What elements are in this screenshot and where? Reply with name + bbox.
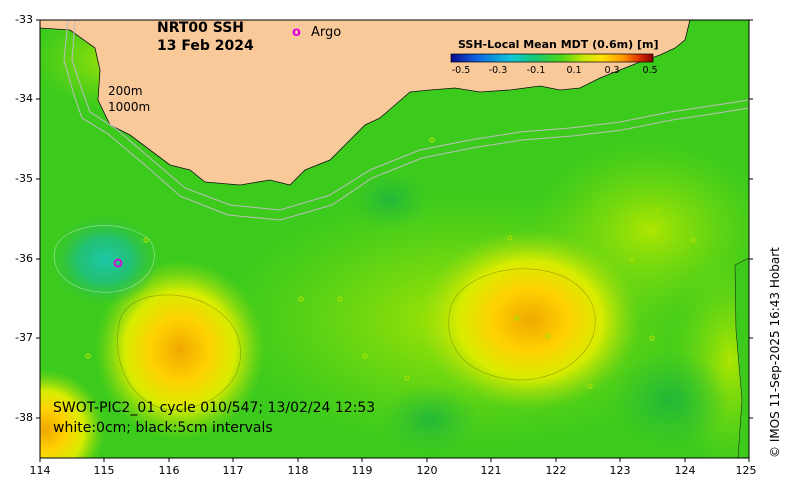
coastline xyxy=(40,20,691,186)
imos-credit: © IMOS 11-Sep-2025 16:43 Hobart xyxy=(768,247,782,458)
argo-legend-label: Argo xyxy=(311,25,342,40)
y-tick-label: -37 xyxy=(15,331,33,344)
obs-dot xyxy=(362,353,368,359)
x-tick-label: 118 xyxy=(287,464,309,477)
warm-eddy-east xyxy=(420,230,640,410)
obs-dot xyxy=(298,296,304,302)
warm-eddy-sw-corner xyxy=(40,370,105,458)
contour-info: white:0cm; black:5cm intervals xyxy=(53,420,273,436)
y-tick-label: -33 xyxy=(15,13,33,26)
depth-label-1000m: 1000m xyxy=(108,100,151,114)
isobath-200m xyxy=(71,20,749,211)
obs-dot xyxy=(514,315,520,321)
x-tick-label: 120 xyxy=(416,464,438,477)
x-tick-label: 119 xyxy=(351,464,373,477)
cold-eddy-west xyxy=(50,215,160,305)
colorbar-tick: 0.5 xyxy=(642,65,658,76)
ssh-field xyxy=(40,20,749,458)
obs-dot xyxy=(587,383,593,389)
x-tick-label: 125 xyxy=(735,464,757,477)
colorbar xyxy=(450,53,654,63)
y-tick-label: -36 xyxy=(15,252,33,265)
colorbar-tick: -0.5 xyxy=(451,65,471,76)
obs-dot xyxy=(649,335,655,341)
observation-dots xyxy=(85,137,696,389)
ssh-low-south xyxy=(380,385,480,455)
y-tick-label: -34 xyxy=(15,92,33,105)
x-tick-label: 115 xyxy=(93,464,115,477)
ssh-contour-cold xyxy=(53,225,155,293)
x-tick-label: 122 xyxy=(545,464,567,477)
x-tick-label: 124 xyxy=(674,464,696,477)
east-land-edge xyxy=(734,257,749,458)
map-title-product: NRT00 SSH xyxy=(157,20,245,36)
ssh-contour-east xyxy=(448,268,596,381)
mission-info: SWOT-PIC2_01 cycle 010/547; 13/02/24 12:… xyxy=(53,400,376,416)
obs-dot xyxy=(85,353,91,359)
obs-dot xyxy=(337,296,343,302)
obs-dot xyxy=(545,333,551,339)
isobath-1000m xyxy=(63,20,749,221)
argo-legend-icon: o xyxy=(292,25,301,40)
plot-frame xyxy=(39,19,750,459)
x-tick-label: 121 xyxy=(480,464,502,477)
x-tick-label: 123 xyxy=(609,464,631,477)
obs-dot xyxy=(654,207,660,213)
x-tick-label: 114 xyxy=(29,464,51,477)
obs-dot xyxy=(429,137,435,143)
colorbar-tick: 0.1 xyxy=(566,65,582,76)
y-tick-label: -38 xyxy=(15,411,33,424)
ssh-contour-west xyxy=(117,294,241,411)
ssh-low-central xyxy=(350,170,430,230)
obs-dot xyxy=(690,237,696,243)
tick-marks xyxy=(36,19,753,462)
obs-dot xyxy=(404,375,410,381)
colorbar-tick: -0.3 xyxy=(488,65,508,76)
ssh-low-se xyxy=(610,350,730,450)
colorbar-title: SSH-Local Mean MDT (0.6m) [m] xyxy=(458,38,659,51)
obs-dot xyxy=(507,235,513,241)
colorbar-tick: -0.1 xyxy=(526,65,546,76)
warm-eddy-west xyxy=(95,260,265,440)
depth-label-200m: 200m xyxy=(108,84,143,98)
obs-dot xyxy=(143,237,149,243)
y-tick-label: -35 xyxy=(15,172,33,185)
x-tick-label: 117 xyxy=(222,464,244,477)
colorbar-tick: 0.3 xyxy=(604,65,620,76)
x-tick-label: 116 xyxy=(158,464,180,477)
obs-dot xyxy=(629,257,635,263)
map-title-date: 13 Feb 2024 xyxy=(157,38,254,54)
argo-float-marker xyxy=(113,258,123,268)
